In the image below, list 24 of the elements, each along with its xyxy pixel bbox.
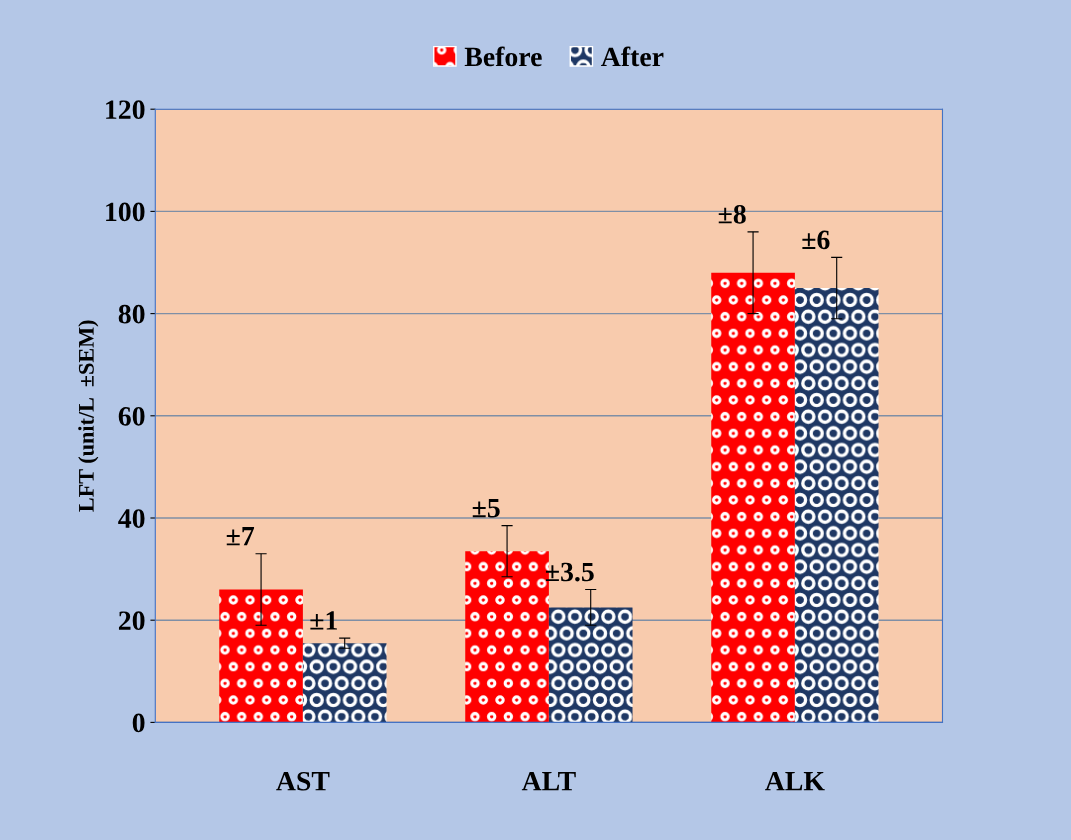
bar — [548, 607, 633, 723]
annotation: ±6 — [802, 230, 830, 250]
y-tick-label: 20 — [118, 611, 145, 631]
y-tick-label: 0 — [132, 713, 145, 733]
x-tick-label: AST — [276, 771, 330, 791]
annotation: ±1 — [310, 611, 337, 630]
annotation: ±3.5 — [545, 562, 594, 582]
y-tick-label: 80 — [118, 304, 145, 324]
y-tick-label: 100 — [106, 202, 145, 222]
annotation: ±8 — [718, 204, 746, 224]
annotation: ±7 — [226, 527, 255, 546]
annotation: ±5 — [472, 499, 500, 518]
x-tick-label: ALK — [765, 771, 825, 791]
bar — [302, 643, 387, 723]
legend-label: Before — [464, 46, 542, 67]
y-axis-title: LFT (unit/L ±SEM) — [78, 320, 99, 512]
y-tick-label: 120 — [106, 100, 145, 120]
y-tick-label: 60 — [118, 406, 145, 426]
legend-label: After — [601, 46, 664, 67]
bar — [711, 272, 795, 723]
y-tick-label: 40 — [118, 509, 145, 528]
bar — [794, 288, 879, 723]
bar — [219, 589, 303, 723]
x-tick-label: ALT — [521, 771, 576, 791]
